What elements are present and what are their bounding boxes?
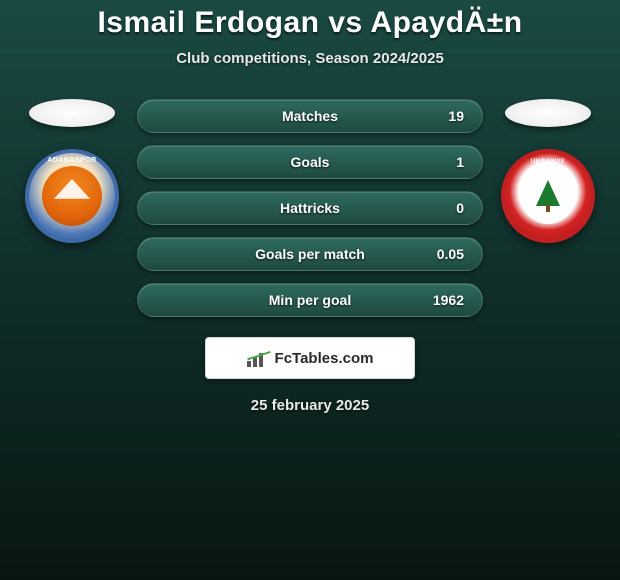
stat-label: Matches [282, 108, 338, 124]
stat-label: Goals per match [255, 246, 365, 262]
stat-row-goals-per-match: Goals per match 0.05 [137, 237, 483, 271]
stat-row-hattricks: Hattricks 0 [137, 191, 483, 225]
stat-label: Goals [291, 154, 330, 170]
main-row: ADANASPOR Matches 19 Goals 1 Hattricks 0… [0, 99, 620, 317]
stat-value: 0 [456, 200, 464, 216]
left-team-badge-text: ADANASPOR [47, 157, 97, 164]
right-team-badge: UMRANIYE [501, 149, 595, 243]
content-wrapper: Ismail Erdogan vs ApaydÄ±n Club competit… [0, 0, 620, 580]
footer-date: 25 february 2025 [251, 397, 369, 414]
right-column: UMRANIYE [501, 99, 595, 243]
left-column: ADANASPOR [25, 99, 119, 243]
stats-bars: Matches 19 Goals 1 Hattricks 0 Goals per… [137, 99, 483, 317]
stat-label: Min per goal [269, 292, 351, 308]
right-player-silhouette [505, 99, 591, 127]
branding-text: FcTables.com [275, 350, 374, 367]
left-player-silhouette [29, 99, 115, 127]
stat-value: 19 [448, 108, 464, 124]
stat-value: 0.05 [437, 246, 464, 262]
tree-icon [536, 180, 560, 212]
stat-row-min-per-goal: Min per goal 1962 [137, 283, 483, 317]
stat-label: Hattricks [280, 200, 340, 216]
page-subtitle: Club competitions, Season 2024/2025 [176, 50, 444, 67]
page-title: Ismail Erdogan vs ApaydÄ±n [97, 6, 522, 40]
right-team-badge-text: UMRANIYE [531, 159, 565, 165]
stat-value: 1962 [433, 292, 464, 308]
stat-value: 1 [456, 154, 464, 170]
bar-chart-icon [247, 349, 269, 367]
branding-box[interactable]: FcTables.com [205, 337, 415, 379]
stat-row-goals: Goals 1 [137, 145, 483, 179]
left-team-badge: ADANASPOR [25, 149, 119, 243]
stat-row-matches: Matches 19 [137, 99, 483, 133]
